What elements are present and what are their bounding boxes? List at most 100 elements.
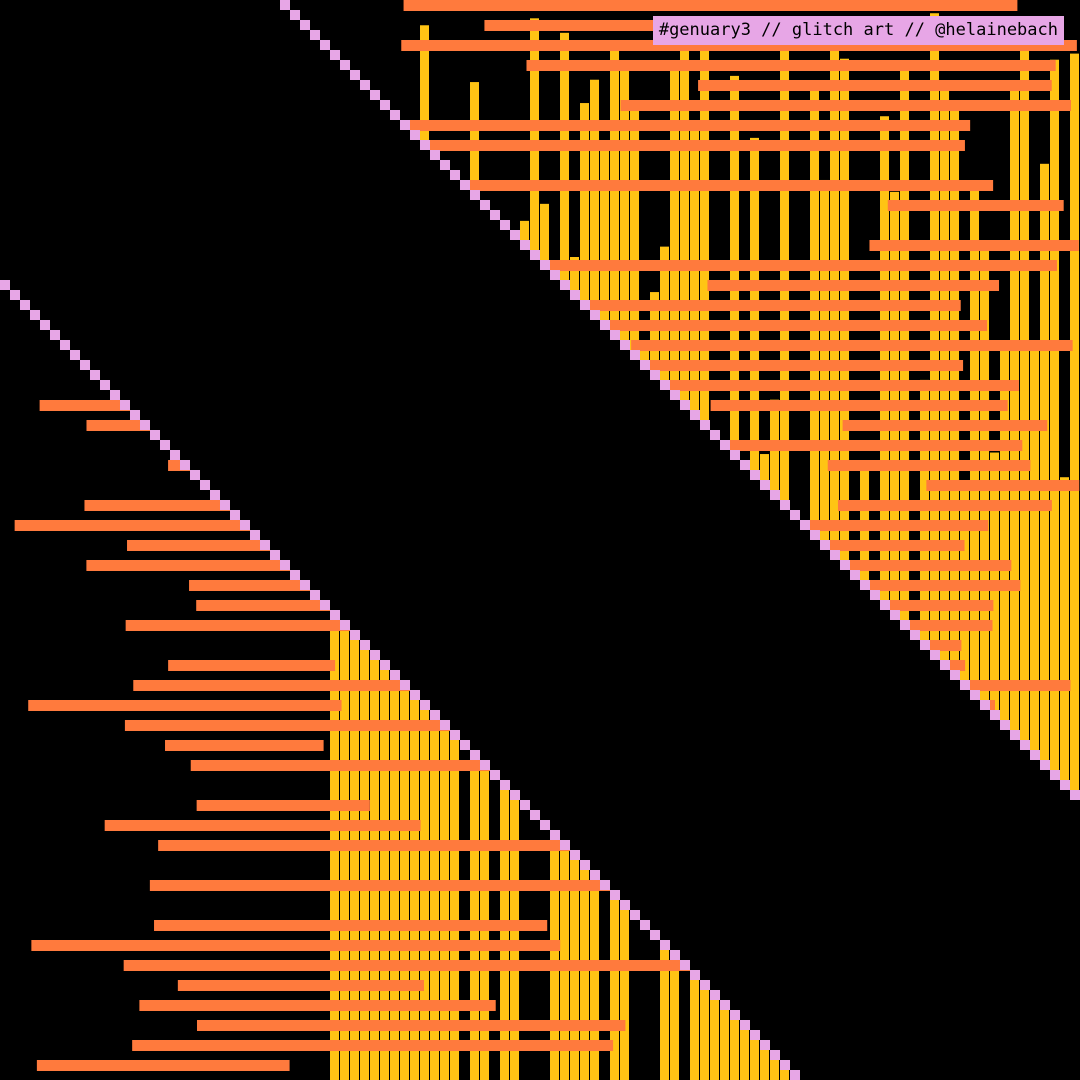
pink-dot: [440, 160, 450, 170]
pink-dot: [780, 1060, 790, 1070]
yellow-bar: [1020, 37, 1029, 800]
pink-dot: [430, 710, 440, 720]
pink-dot: [900, 620, 910, 630]
orange-line: [280, 120, 971, 131]
pink-dot: [180, 460, 190, 470]
yellow-bar: [880, 116, 889, 800]
pink-dot: [600, 880, 610, 890]
yellow-bar: [1030, 345, 1039, 800]
orange-line: [365, 320, 988, 331]
pink-dot: [470, 750, 480, 760]
pink-dot: [510, 230, 520, 240]
pink-dot: [660, 380, 670, 390]
orange-line: [154, 920, 548, 931]
pink-dot: [950, 670, 960, 680]
pink-dot: [330, 610, 340, 620]
pink-dot: [460, 740, 470, 750]
pink-dot: [1070, 790, 1080, 800]
pink-dot: [400, 680, 410, 690]
pink-dot: [650, 930, 660, 940]
pink-dot: [500, 220, 510, 230]
orange-line: [926, 480, 1080, 491]
yellow-bar: [780, 29, 789, 800]
pink-dot: [580, 860, 590, 870]
pink-dot: [160, 440, 170, 450]
pink-dot: [380, 660, 390, 670]
pink-dot: [300, 20, 310, 30]
pink-dot: [330, 50, 340, 60]
orange-line: [14, 520, 339, 531]
pink-dot: [410, 130, 420, 140]
pink-dot: [740, 460, 750, 470]
pink-dot: [100, 380, 110, 390]
pink-dot: [510, 790, 520, 800]
pink-dot: [730, 450, 740, 460]
pink-dot: [450, 730, 460, 740]
pink-dot: [700, 980, 710, 990]
pink-dot: [280, 0, 290, 10]
pink-dot: [130, 410, 140, 420]
orange-line: [177, 980, 424, 991]
pink-dot: [880, 600, 890, 610]
pink-dot: [620, 340, 630, 350]
pink-dot: [400, 120, 410, 130]
pink-dot: [320, 40, 330, 50]
orange-line: [526, 60, 1056, 71]
pink-dot: [530, 250, 540, 260]
pink-dot: [850, 570, 860, 580]
pink-dot: [290, 570, 300, 580]
pink-dot: [780, 500, 790, 510]
pink-dot: [920, 640, 930, 650]
pink-dot: [120, 400, 130, 410]
pink-dot: [370, 650, 380, 660]
orange-line: [827, 460, 1031, 471]
pink-dot: [640, 360, 650, 370]
orange-line: [139, 1000, 496, 1011]
pink-dot: [1010, 730, 1020, 740]
pink-dot: [440, 720, 450, 730]
pink-dot: [570, 850, 580, 860]
pink-dot: [770, 490, 780, 500]
pink-dot: [760, 480, 770, 490]
pink-dot: [390, 110, 400, 120]
pink-dot: [610, 330, 620, 340]
pink-dot: [60, 340, 70, 350]
yellow-bar: [390, 357, 399, 1080]
pink-dot: [420, 700, 430, 710]
orange-line: [707, 280, 1000, 291]
orange-line: [36, 1060, 290, 1071]
pink-dot: [930, 650, 940, 660]
orange-line: [132, 1040, 614, 1051]
pink-dot: [410, 690, 420, 700]
pink-dot: [570, 290, 580, 300]
pink-dot: [560, 280, 570, 290]
pink-dot: [370, 90, 380, 100]
orange-line: [168, 660, 336, 671]
pink-dot: [450, 170, 460, 180]
pink-dot: [270, 550, 280, 560]
pink-dot: [830, 550, 840, 560]
pink-dot: [630, 350, 640, 360]
pink-dot: [480, 760, 490, 770]
orange-line: [158, 840, 733, 851]
orange-line: [104, 820, 421, 831]
orange-line: [124, 720, 460, 731]
pink-dot: [770, 1050, 780, 1060]
orange-line: [842, 420, 1048, 431]
yellow-bar: [900, 67, 909, 800]
pink-dot: [230, 510, 240, 520]
pink-dot: [520, 800, 530, 810]
pink-dot: [700, 420, 710, 430]
pink-dot: [980, 700, 990, 710]
pink-dot: [460, 180, 470, 190]
pink-dot: [690, 970, 700, 980]
pink-dot: [810, 530, 820, 540]
pink-dot: [720, 1000, 730, 1010]
pink-dot: [110, 390, 120, 400]
pink-dot: [790, 1070, 800, 1080]
pink-dot: [800, 520, 810, 530]
pink-dot: [470, 190, 480, 200]
pink-dot: [840, 560, 850, 570]
pink-dot: [1040, 760, 1050, 770]
yellow-bar: [990, 452, 999, 800]
